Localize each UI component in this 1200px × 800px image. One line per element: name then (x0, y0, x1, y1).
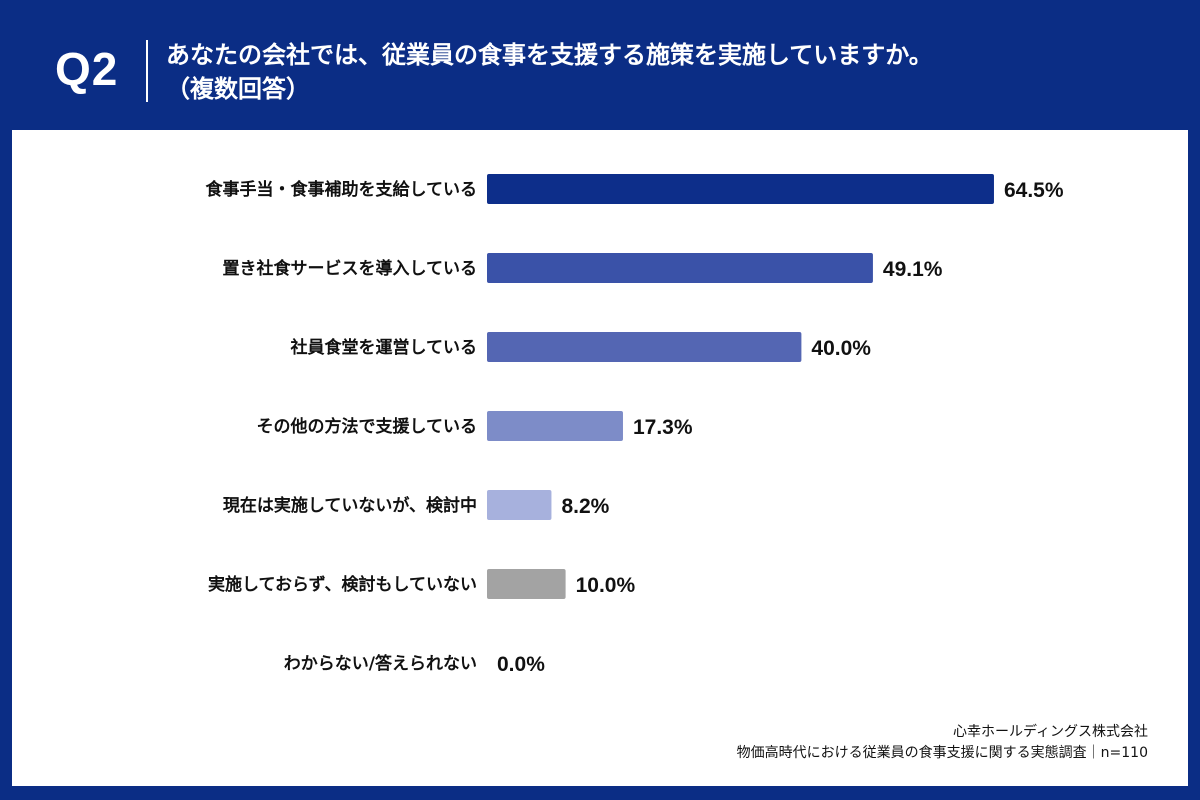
category-label: その他の方法で支援している (257, 416, 478, 437)
source-company: 心幸ホールディングス株式会社 (952, 724, 1148, 740)
question-title: あなたの会社では、従業員の食事を支援する施策を実施していますか。 （複数回答） (166, 38, 933, 106)
header-divider (146, 40, 148, 102)
bar-chart: 食事手当・食事補助を支給している 64.5% 置き社食サービスを導入している 49.1… (206, 174, 1064, 676)
value-label: 8.2% (561, 495, 609, 518)
bar (487, 332, 802, 362)
bar (487, 569, 566, 599)
category-label: 現在は実施していないが、検討中 (223, 495, 477, 516)
source-note: 心幸ホールディングス株式会社 物価高時代における従業員の食事支援に関する実態調査… (737, 722, 1148, 764)
header: Q2 あなたの会社では、従業員の食事を支援する施策を実施していますか。 （複数回… (0, 0, 1200, 130)
category-label: 食事手当・食事補助を支給している (206, 179, 478, 200)
bar (487, 174, 994, 204)
value-label: 10.0% (576, 574, 636, 597)
bar (487, 411, 623, 441)
value-label: 17.3% (633, 416, 693, 439)
question-title-line1: あなたの会社では、従業員の食事を支援する施策を実施していますか。 (166, 41, 933, 69)
question-number: Q2 (55, 43, 119, 95)
bar (487, 253, 873, 283)
source-survey: 物価高時代における従業員の食事支援に関する実態調査｜n=110 (736, 745, 1148, 761)
value-label: 40.0% (811, 337, 871, 360)
category-label: 実施しておらず、検討もしていない (208, 574, 477, 595)
value-label: 64.5% (1004, 179, 1064, 202)
category-label: 置き社食サービスを導入している (223, 258, 478, 279)
category-label: わからない/答えられない (284, 653, 477, 674)
value-label: 49.1% (883, 258, 943, 281)
question-title-line2: （複数回答） (166, 75, 310, 103)
bar (487, 490, 552, 520)
category-label: 社員食堂を運営している (290, 337, 478, 358)
value-label: 0.0% (497, 653, 545, 676)
chart-panel: 食事手当・食事補助を支給している 64.5% 置き社食サービスを導入している 49.1… (12, 130, 1188, 786)
